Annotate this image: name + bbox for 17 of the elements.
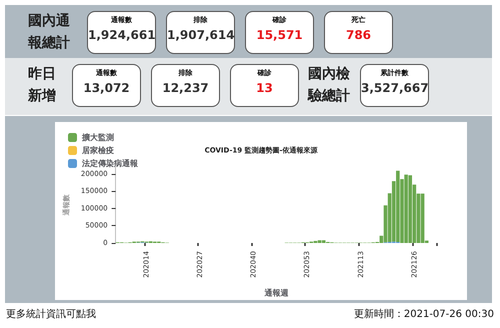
legend-label: 法定傳染病通報 (81, 158, 139, 168)
text: 786 (344, 28, 372, 42)
text: 昨日新增 (28, 65, 57, 106)
text: 13 (255, 81, 274, 95)
text: 3,527,667 (361, 81, 429, 95)
text: 更多統計資訊可點我 (6, 308, 96, 321)
x-axis-title: 通報週 (263, 288, 290, 298)
legend-label: 擴大監測 (81, 133, 114, 142)
text: 12,237 (161, 81, 210, 95)
text: 1,907,614 (167, 28, 235, 42)
text: 更新時間：2021-07-26 00:30 (354, 308, 494, 321)
legend-label: 居家檢疫 (81, 145, 114, 155)
text: 15,571 (255, 28, 304, 42)
text: 13,072 (82, 81, 131, 95)
text: 國內通報總計 (28, 12, 71, 53)
text: 1,924,661 (88, 28, 156, 42)
text: 國內檢驗總計 (308, 65, 351, 106)
